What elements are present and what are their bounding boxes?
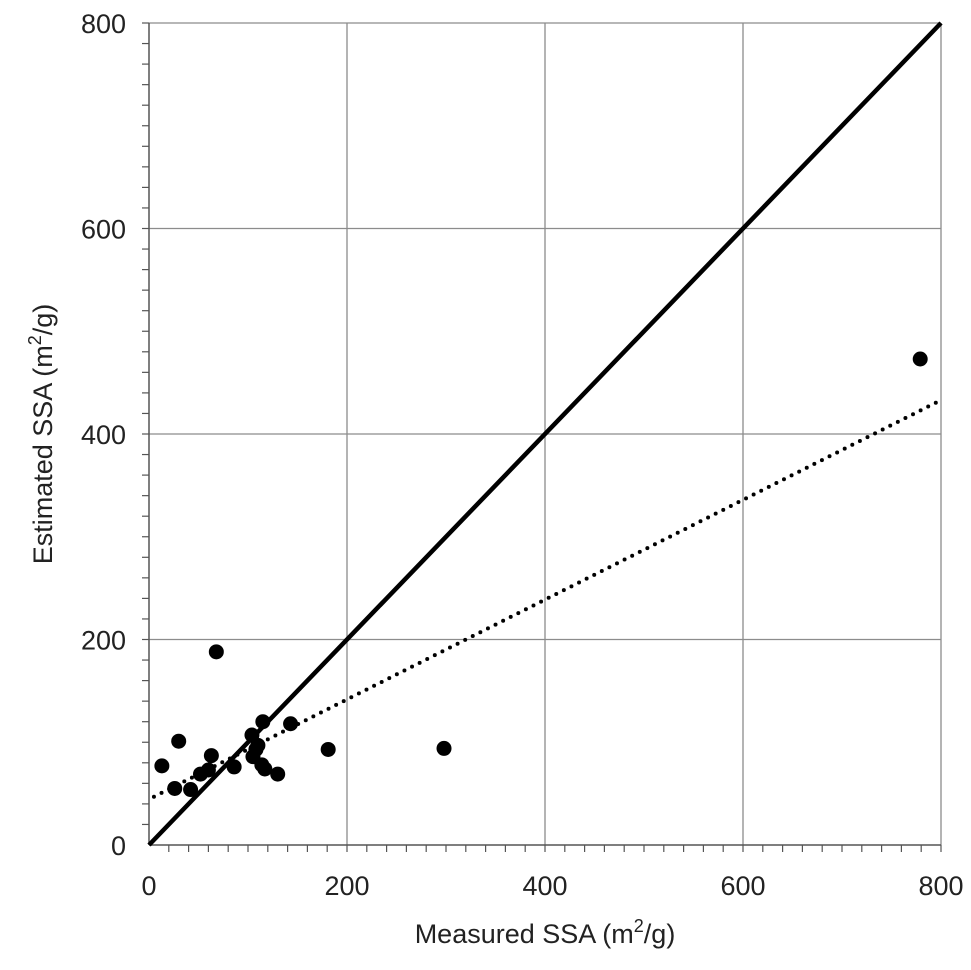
y-tick-label: 200 xyxy=(81,626,126,656)
x-tick-label: 800 xyxy=(918,871,963,901)
x-tick-label: 400 xyxy=(522,871,567,901)
data-point xyxy=(255,714,271,730)
y-tick-label: 0 xyxy=(111,831,126,861)
data-point xyxy=(250,737,266,753)
data-point xyxy=(154,758,170,774)
x-tick-label: 0 xyxy=(141,871,156,901)
x-tick-label: 600 xyxy=(720,871,765,901)
data-point xyxy=(912,351,928,367)
data-point xyxy=(436,740,452,756)
x-tick-labels: 0 200 400 600 800 xyxy=(141,871,963,901)
y-axis-label: Estimated SSA (m2/g) xyxy=(25,304,58,565)
data-point xyxy=(257,761,273,777)
tick-marks xyxy=(142,22,942,852)
y-tick-labels: 0 200 400 600 800 xyxy=(81,9,126,861)
one-to-one-line xyxy=(147,21,943,847)
trend-line xyxy=(151,398,943,799)
data-point xyxy=(183,782,199,798)
data-point xyxy=(226,759,242,775)
reference-lines xyxy=(147,21,943,847)
y-tick-label: 800 xyxy=(81,9,126,39)
y-tick-label: 600 xyxy=(81,215,126,245)
data-point xyxy=(320,741,336,757)
data-point xyxy=(283,716,299,732)
x-axis-label: Measured SSA (m2/g) xyxy=(415,916,676,949)
data-point xyxy=(203,748,219,764)
data-point xyxy=(270,766,286,782)
y-tick-label: 400 xyxy=(81,420,126,450)
data-point xyxy=(208,644,224,660)
x-tick-label: 200 xyxy=(324,871,369,901)
data-points xyxy=(154,351,928,798)
data-point xyxy=(200,762,216,778)
data-point xyxy=(171,733,187,749)
data-point xyxy=(167,780,183,796)
